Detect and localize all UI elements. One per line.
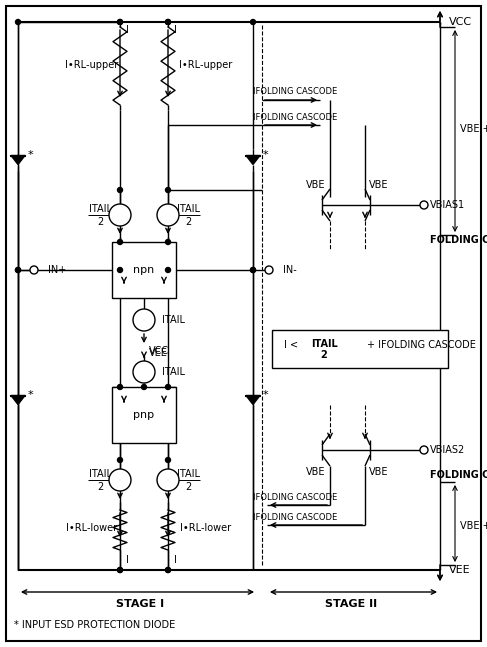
Bar [112, 242, 176, 298]
Text: I: I [126, 555, 129, 565]
Polygon shape [11, 155, 25, 164]
Circle shape [166, 567, 170, 573]
Text: IFOLDING CASCODE: IFOLDING CASCODE [253, 492, 337, 501]
Bar [272, 330, 448, 368]
Text: ITAIL: ITAIL [176, 204, 200, 214]
Circle shape [166, 19, 170, 25]
Text: I•RL-lower: I•RL-lower [181, 523, 231, 533]
Text: ITAIL: ITAIL [162, 315, 185, 325]
Circle shape [117, 384, 123, 389]
Text: STAGE II: STAGE II [325, 599, 377, 609]
Circle shape [30, 266, 38, 274]
Circle shape [157, 204, 179, 226]
Text: IFOLDING CASCODE: IFOLDING CASCODE [253, 87, 337, 96]
Text: VBE + I•RL-lower: VBE + I•RL-lower [460, 521, 487, 531]
Circle shape [117, 567, 123, 573]
Text: I•RL-upper: I•RL-upper [179, 60, 233, 70]
Text: VCC: VCC [449, 17, 471, 27]
Text: VBE: VBE [369, 180, 389, 190]
Text: npn: npn [133, 265, 155, 275]
Polygon shape [11, 395, 25, 404]
Text: I: I [174, 555, 177, 565]
Text: IN-: IN- [283, 265, 297, 275]
Circle shape [109, 469, 131, 491]
Text: I <: I < [284, 340, 298, 350]
Text: IN+: IN+ [48, 265, 66, 275]
Text: VEE: VEE [449, 565, 471, 575]
Text: *: * [262, 390, 268, 400]
Text: 2: 2 [185, 482, 191, 492]
Text: FOLDING CASCODE: FOLDING CASCODE [430, 470, 487, 480]
Text: I•RL-upper: I•RL-upper [65, 60, 119, 70]
Circle shape [109, 204, 131, 226]
Circle shape [157, 469, 179, 491]
Circle shape [16, 267, 20, 272]
Text: *: * [27, 390, 33, 400]
Bar [112, 387, 176, 443]
Circle shape [250, 267, 256, 272]
Text: 2: 2 [185, 217, 191, 227]
Circle shape [265, 266, 273, 274]
Text: VBIAS2: VBIAS2 [430, 445, 465, 455]
Circle shape [166, 267, 170, 272]
Circle shape [16, 267, 20, 272]
Circle shape [117, 188, 123, 193]
Text: FOLDING CASCODE: FOLDING CASCODE [430, 235, 487, 245]
Text: VBE + I•RL-upper: VBE + I•RL-upper [460, 124, 487, 133]
Circle shape [166, 19, 170, 25]
Circle shape [117, 19, 123, 25]
Circle shape [133, 309, 155, 331]
Text: ITAIL: ITAIL [176, 469, 200, 479]
Text: VBIAS1: VBIAS1 [430, 200, 465, 210]
Text: VEE: VEE [149, 348, 168, 358]
Circle shape [250, 19, 256, 25]
Text: *: * [27, 150, 33, 160]
Circle shape [166, 567, 170, 573]
Circle shape [117, 457, 123, 463]
Text: VBE: VBE [369, 467, 389, 477]
Text: * INPUT ESD PROTECTION DIODE: * INPUT ESD PROTECTION DIODE [14, 620, 175, 630]
Circle shape [133, 361, 155, 383]
Circle shape [117, 567, 123, 573]
Text: VCC: VCC [149, 346, 169, 356]
Circle shape [117, 267, 123, 272]
Text: VBE: VBE [306, 180, 326, 190]
Text: ITAIL: ITAIL [89, 204, 112, 214]
Text: 2: 2 [97, 217, 103, 227]
Circle shape [16, 19, 20, 25]
Text: IFOLDING CASCODE: IFOLDING CASCODE [253, 512, 337, 521]
Circle shape [117, 239, 123, 245]
Text: I: I [126, 25, 129, 35]
Text: pnp: pnp [133, 410, 154, 420]
Circle shape [166, 457, 170, 463]
Text: IFOLDING CASCODE: IFOLDING CASCODE [253, 113, 337, 122]
Text: I: I [174, 25, 177, 35]
Circle shape [420, 446, 428, 454]
Circle shape [142, 384, 147, 389]
Text: STAGE I: STAGE I [116, 599, 164, 609]
Circle shape [117, 19, 123, 25]
Text: VBE: VBE [306, 467, 326, 477]
Text: ITAIL: ITAIL [89, 469, 112, 479]
Text: ITAIL: ITAIL [311, 339, 337, 349]
Circle shape [166, 188, 170, 193]
Text: 2: 2 [97, 482, 103, 492]
Circle shape [166, 384, 170, 389]
Text: I•RL-lower: I•RL-lower [66, 523, 117, 533]
Text: ITAIL: ITAIL [162, 367, 185, 377]
Text: *: * [262, 150, 268, 160]
Polygon shape [246, 395, 260, 404]
Text: + IFOLDING CASCODE: + IFOLDING CASCODE [367, 340, 476, 350]
Text: 2: 2 [320, 350, 327, 360]
Circle shape [420, 201, 428, 209]
Circle shape [166, 239, 170, 245]
Polygon shape [246, 155, 260, 164]
Circle shape [250, 267, 256, 272]
